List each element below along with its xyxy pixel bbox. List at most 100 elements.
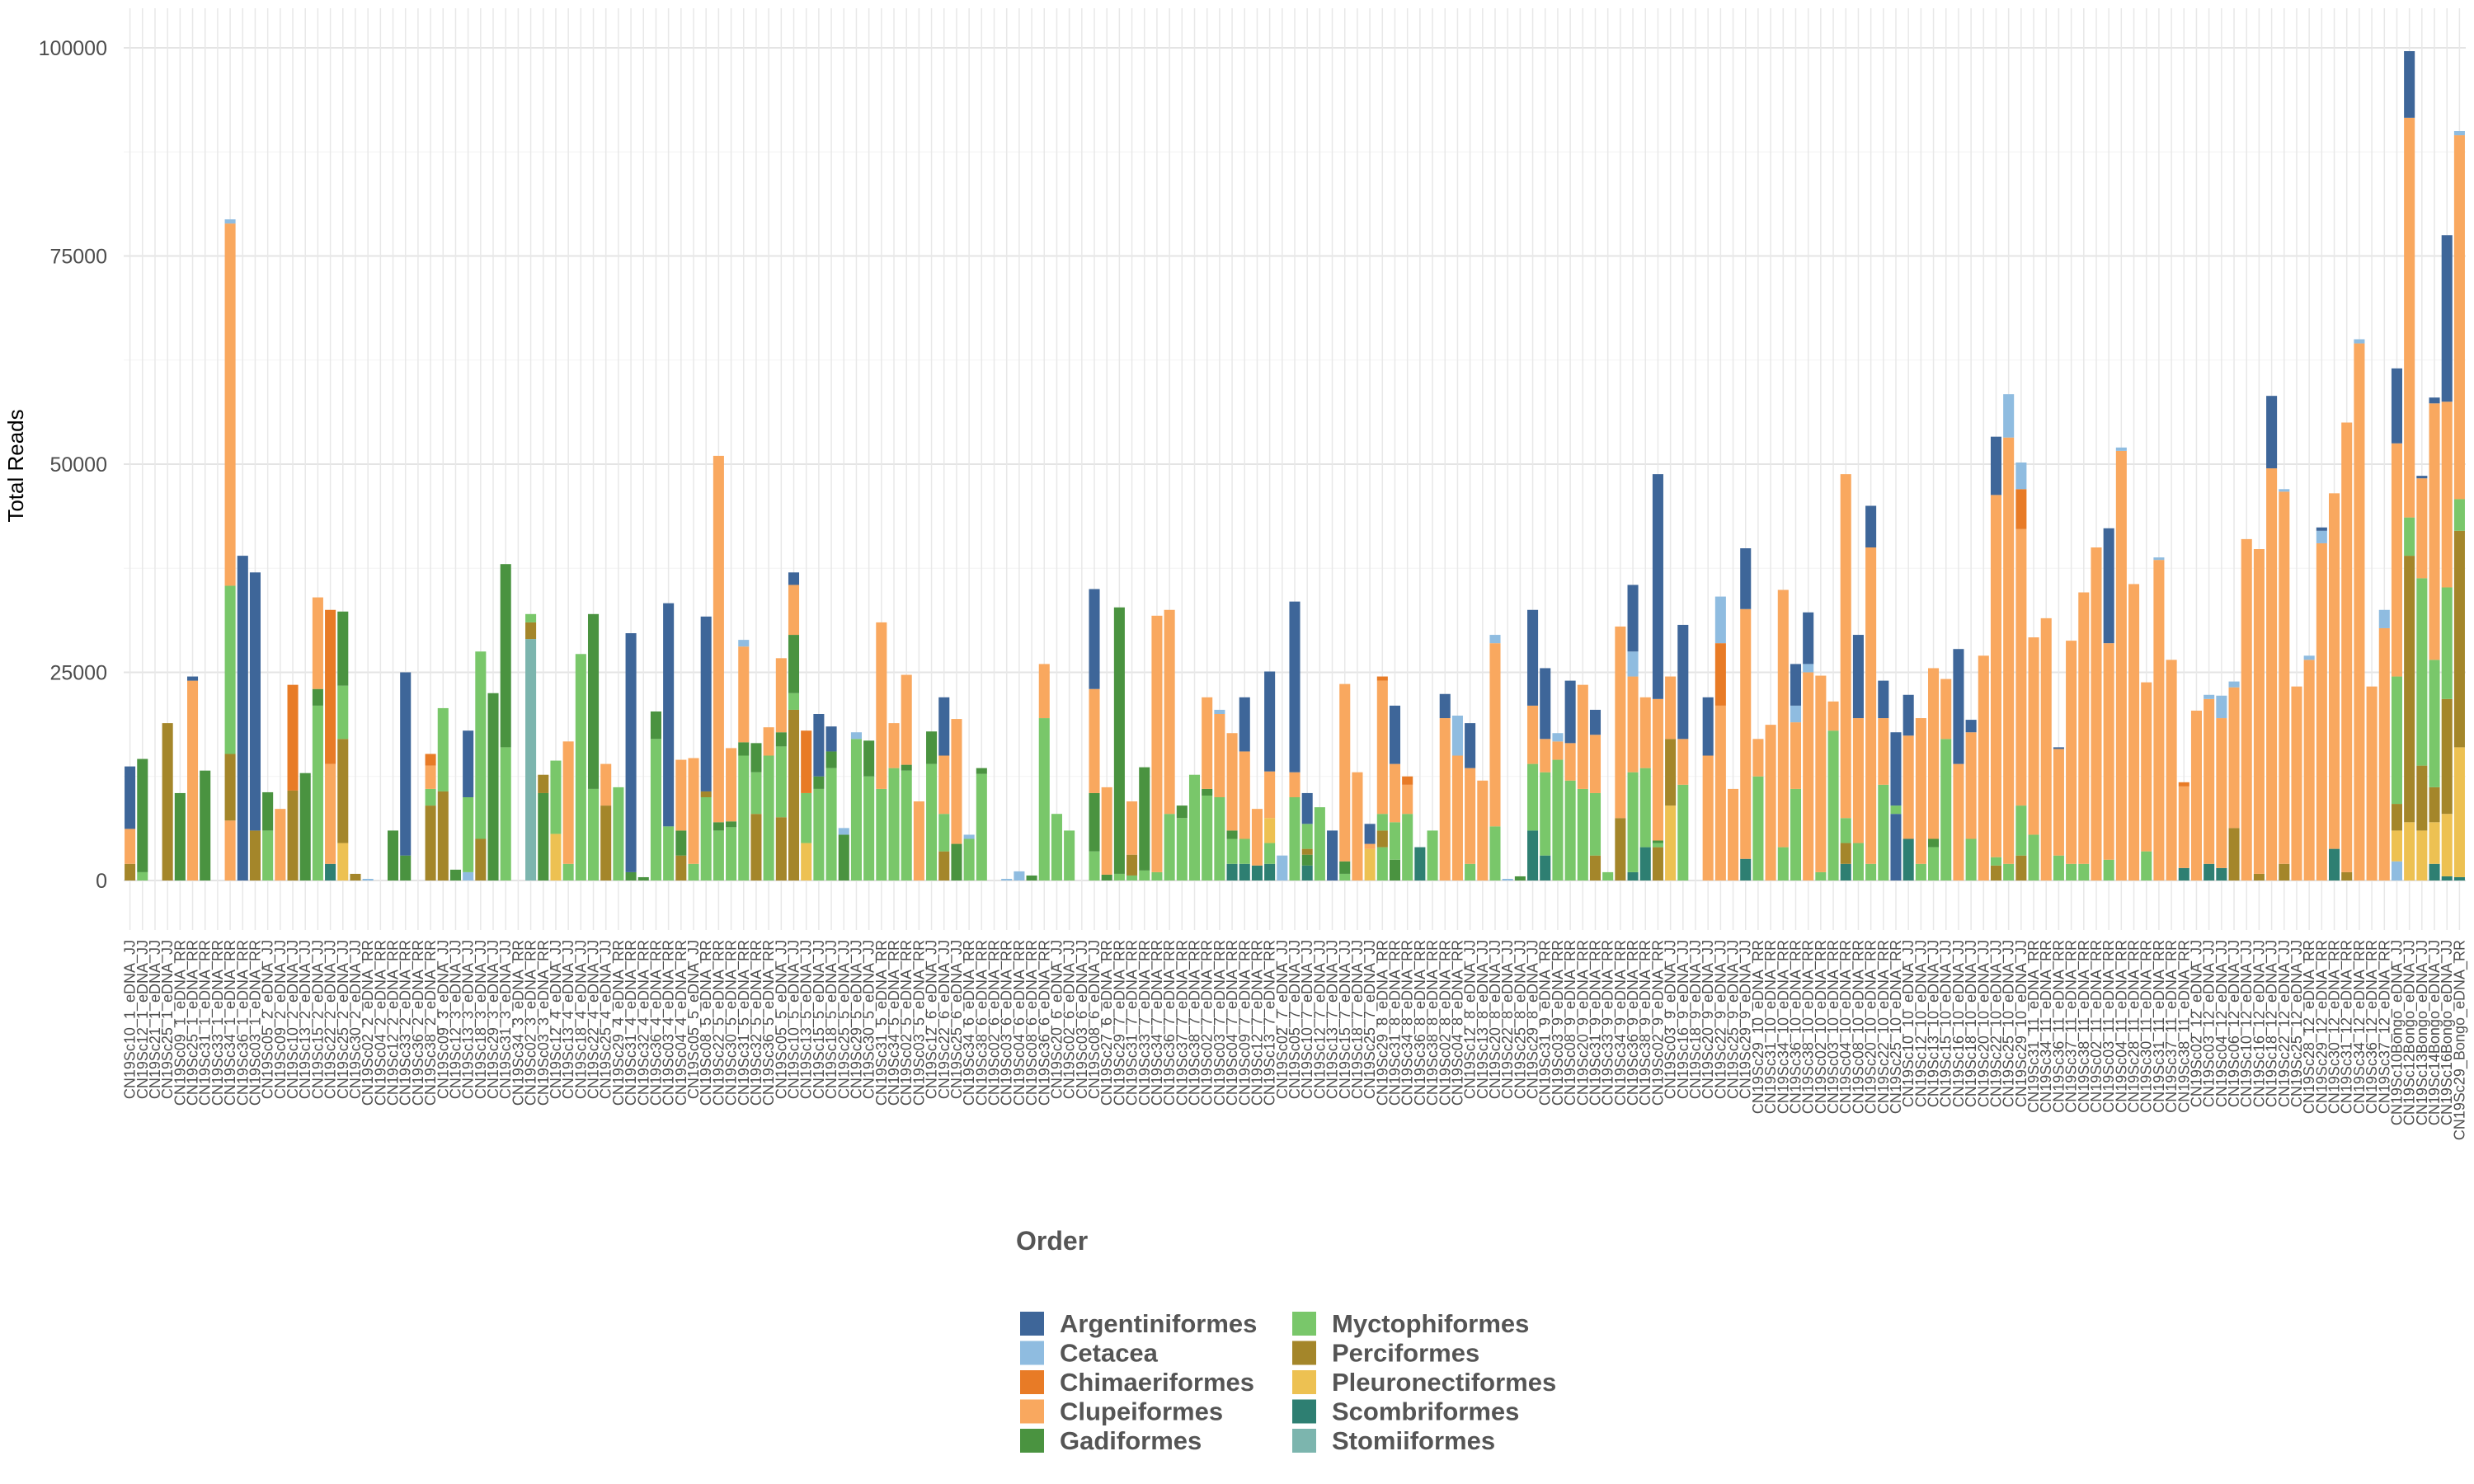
- bar-segment: [1652, 474, 1663, 699]
- x-tick-label: CN19Sc38_2_eDNA_RR: [422, 940, 440, 1106]
- bar-segment: [1540, 772, 1551, 856]
- bar-stack: [1376, 676, 1388, 881]
- bar-segment: [200, 770, 211, 881]
- legend-swatch: [1020, 1399, 1044, 1424]
- x-tick-label: CN19Sc09_1_eDNA_RR: [172, 940, 189, 1106]
- bar-segment: [1289, 772, 1300, 797]
- bar-segment: [1489, 643, 1501, 827]
- bar-stack: [1728, 788, 1739, 881]
- bar-segment: [1665, 805, 1677, 881]
- bar-stack: [2066, 641, 2077, 881]
- bar-stack: [1451, 716, 1463, 881]
- bar-segment: [625, 633, 637, 872]
- x-tick-label: CN19Sc29_4_eDNA_RR: [610, 940, 628, 1106]
- bar-segment: [1852, 843, 1864, 881]
- legend-title: Order: [1016, 1226, 1088, 1256]
- bar-stack: [1827, 701, 1839, 881]
- bar-segment: [801, 792, 812, 843]
- bar-segment: [2453, 530, 2465, 748]
- bar-segment: [688, 758, 699, 864]
- y-tick-label: 100000: [39, 37, 107, 60]
- bar-stack: [449, 869, 461, 881]
- bar-stack: [1852, 635, 1864, 881]
- bar-stack: [2378, 609, 2390, 881]
- bar-segment: [400, 672, 412, 856]
- bar-segment: [174, 792, 186, 881]
- x-tick-label: CN19Sc38_6_eDNA_RR: [973, 940, 990, 1106]
- x-tick-label: CN19Sc38_11_eDNA_RR: [2175, 940, 2193, 1113]
- x-tick-label: CN19Sc12_4_eDNA_JJ: [548, 940, 565, 1099]
- bar-segment: [487, 693, 499, 881]
- x-tick-label: CN19Sc29_3_eDNA_JJ: [485, 940, 502, 1099]
- bar-segment: [1427, 830, 1438, 881]
- bar-stack: [1176, 805, 1188, 881]
- bar-segment: [1226, 863, 1238, 881]
- bar-stack: [1477, 780, 1489, 881]
- bar-stack: [1277, 855, 1288, 881]
- bar-segment: [1665, 676, 1677, 740]
- legend-label: Chimaeriformes: [1060, 1368, 1254, 1397]
- bar-segment: [1113, 607, 1125, 874]
- bar-stack: [738, 640, 750, 881]
- bar-segment: [1439, 693, 1451, 719]
- x-tick-label: CN19Sc33_7_eDNA_RR: [1136, 940, 1154, 1106]
- bar-stack: [1001, 878, 1013, 881]
- bar-stack: [2316, 527, 2327, 881]
- x-tick-label: CN19Sc29_7_eDNA_RR: [1111, 940, 1128, 1106]
- x-tick-label: CN19Sc18_5_eDNA_JJ: [823, 940, 840, 1099]
- bar-segment: [1089, 688, 1100, 793]
- bar-stack: [625, 633, 637, 881]
- bar-segment: [1089, 851, 1100, 881]
- bar-segment: [888, 768, 900, 881]
- bar-segment: [2279, 489, 2290, 492]
- bar-stack: [1965, 720, 1977, 881]
- x-tick-label: CN19Sc31_10_eDNA_RR: [1762, 940, 1780, 1114]
- bar-segment: [2441, 235, 2453, 402]
- bar-segment: [901, 674, 912, 765]
- bar-stack: [312, 597, 323, 881]
- bar-segment: [337, 611, 349, 686]
- bar-stack: [2141, 682, 2152, 881]
- legend-label: Perciformes: [1332, 1339, 1479, 1368]
- bar-segment: [1589, 709, 1602, 735]
- bar-segment: [463, 871, 474, 881]
- bar-segment: [901, 764, 912, 771]
- legend-label: Scombriformes: [1332, 1397, 1519, 1426]
- bar-segment: [1865, 505, 1877, 547]
- bar-segment: [613, 787, 624, 881]
- x-tick-label: CN19Sc36_12_eDNA_RR: [2363, 940, 2381, 1114]
- bar-segment: [1465, 768, 1476, 864]
- x-tick-label: CN19Sc12_10_eDNA_JJ: [1912, 940, 1930, 1107]
- bar-segment: [700, 616, 712, 791]
- bar-segment: [2015, 805, 2027, 856]
- x-tick-label: CN19Sc38_9_eDNA_RR: [1637, 940, 1654, 1106]
- bar-segment: [1214, 797, 1225, 881]
- bar-stack: [2341, 422, 2353, 881]
- bar-stack: [1928, 668, 1940, 881]
- bar-segment: [1289, 797, 1300, 881]
- bar-segment: [2453, 131, 2465, 136]
- x-tick-label: CN19Sc10_7_eDNA_JJ: [1299, 940, 1316, 1099]
- bar-stack: [1465, 723, 1476, 881]
- bar-segment: [2441, 876, 2453, 881]
- bar-segment: [2404, 51, 2415, 118]
- x-tick-label: CN19Sc16Bongo_eDNA_JJ: [2439, 940, 2456, 1125]
- bar-segment: [1827, 730, 1839, 881]
- x-tick-label: CN19Sc25_6_eDNA_JJ: [948, 940, 966, 1099]
- bar-stack: [1101, 787, 1112, 881]
- bar-segment: [2216, 867, 2227, 881]
- bar-segment: [2078, 592, 2090, 864]
- bar-segment: [726, 748, 737, 822]
- bar-segment: [1627, 772, 1639, 872]
- bar-stack: [287, 684, 299, 881]
- bar-segment: [237, 556, 248, 881]
- bar-segment: [1389, 822, 1401, 860]
- bar-segment: [538, 792, 549, 881]
- bar-stack: [2329, 493, 2340, 881]
- bar-segment: [1151, 615, 1163, 872]
- bar-segment: [325, 863, 336, 881]
- bar-stack: [350, 873, 361, 881]
- bar-segment: [1965, 838, 1977, 881]
- x-tick-label: CN19Sc22_12_eDNA_JJ: [2276, 940, 2293, 1107]
- bar-segment: [738, 742, 750, 756]
